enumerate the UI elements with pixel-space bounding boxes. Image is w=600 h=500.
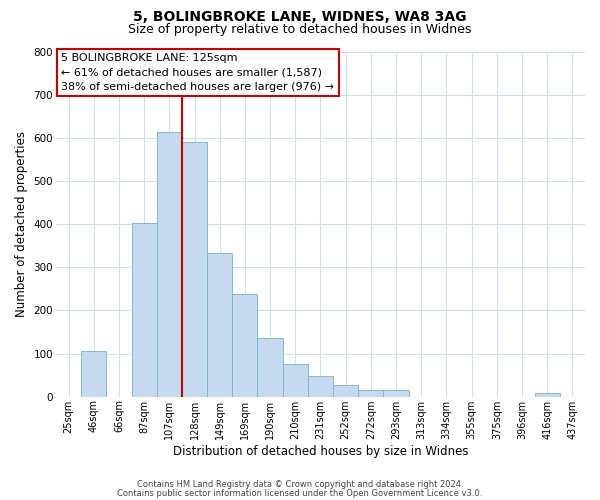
Bar	[257, 338, 283, 396]
Bar	[283, 364, 308, 396]
Bar	[207, 253, 232, 396]
Text: Contains public sector information licensed under the Open Government Licence v3: Contains public sector information licen…	[118, 488, 482, 498]
Bar	[358, 390, 383, 396]
Bar	[81, 351, 106, 397]
X-axis label: Distribution of detached houses by size in Widnes: Distribution of detached houses by size …	[173, 444, 468, 458]
Bar	[333, 386, 358, 396]
Bar	[535, 393, 560, 396]
Bar	[131, 223, 157, 396]
Bar	[308, 376, 333, 396]
Text: Contains HM Land Registry data © Crown copyright and database right 2024.: Contains HM Land Registry data © Crown c…	[137, 480, 463, 489]
Bar	[182, 142, 207, 396]
Text: Size of property relative to detached houses in Widnes: Size of property relative to detached ho…	[128, 22, 472, 36]
Y-axis label: Number of detached properties: Number of detached properties	[15, 131, 28, 317]
Bar	[232, 294, 257, 396]
Text: 5 BOLINGBROKE LANE: 125sqm
← 61% of detached houses are smaller (1,587)
38% of s: 5 BOLINGBROKE LANE: 125sqm ← 61% of deta…	[61, 53, 334, 92]
Bar	[157, 132, 182, 396]
Bar	[383, 390, 409, 396]
Text: 5, BOLINGBROKE LANE, WIDNES, WA8 3AG: 5, BOLINGBROKE LANE, WIDNES, WA8 3AG	[133, 10, 467, 24]
